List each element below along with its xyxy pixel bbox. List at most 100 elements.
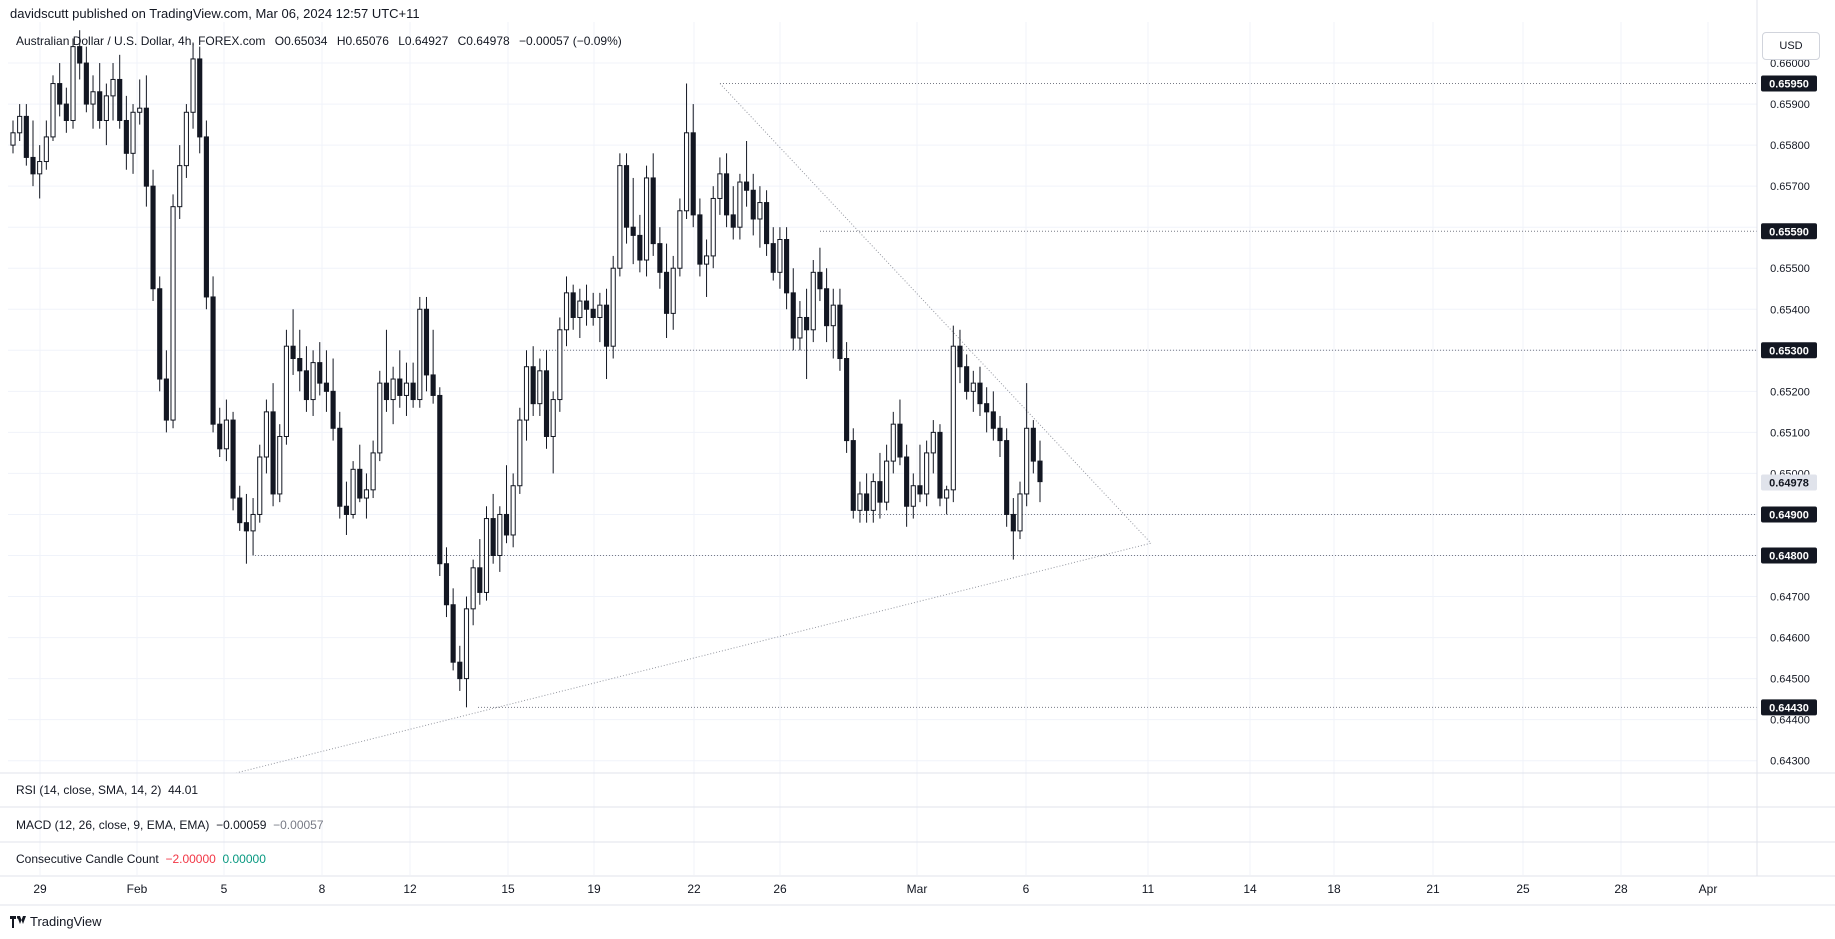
candle — [183, 104, 189, 178]
candle-body — [1010, 513, 1016, 532]
candle — [1004, 428, 1010, 527]
candle — [744, 141, 750, 207]
candle — [537, 358, 543, 416]
candle-body — [370, 452, 376, 491]
price-label-text: 0.64900 — [1769, 509, 1809, 521]
candle-body — [297, 358, 303, 372]
candle-body — [1037, 460, 1043, 483]
candle-body — [257, 456, 263, 515]
price-label-text: 0.65950 — [1769, 79, 1809, 91]
candle — [683, 83, 690, 219]
candle-body — [503, 513, 510, 536]
candle-body — [177, 165, 183, 208]
candle — [350, 461, 356, 519]
candle — [910, 473, 916, 519]
candle-body — [83, 62, 89, 105]
candle-body — [1030, 427, 1036, 462]
candle-body — [263, 411, 269, 458]
candle — [357, 444, 363, 503]
x-tick-label: 21 — [1426, 882, 1440, 896]
candle-body — [670, 267, 676, 314]
candle — [784, 227, 790, 310]
candle — [363, 473, 370, 519]
candle-body — [450, 604, 456, 663]
symbol-legend[interactable]: Australian Dollar / U.S. Dollar, 4h, FOR… — [16, 34, 628, 48]
candle-body — [383, 382, 390, 401]
candle — [637, 214, 643, 273]
candle — [317, 342, 323, 396]
candle-body — [643, 177, 650, 261]
candle-body — [824, 288, 830, 327]
candle-body — [210, 296, 216, 425]
candle — [103, 83, 109, 146]
candle-body — [837, 304, 843, 360]
price-label-text: 0.65300 — [1769, 345, 1809, 357]
candle — [797, 301, 803, 351]
candle — [864, 473, 870, 523]
candle-body — [270, 411, 276, 495]
candle-body — [483, 518, 490, 593]
candle-body — [570, 292, 576, 318]
candle — [870, 473, 876, 523]
candle — [330, 358, 336, 441]
publish-header: davidscutt published on TradingView.com,… — [10, 6, 420, 21]
candle-body — [330, 390, 336, 429]
y-tick-label: 0.64300 — [1770, 756, 1810, 768]
candle — [804, 288, 810, 380]
candle — [123, 95, 129, 170]
candle — [137, 79, 143, 125]
x-tick-label: Apr — [1699, 882, 1718, 896]
candle — [790, 268, 796, 351]
currency-selector[interactable]: USD — [1762, 32, 1820, 60]
candle-body — [10, 132, 16, 146]
candle-body — [737, 181, 743, 228]
candle — [257, 444, 263, 523]
candle-body — [904, 456, 910, 507]
price-label-box — [1761, 223, 1817, 240]
y-tick-label: 0.64400 — [1770, 715, 1810, 727]
candle-body — [957, 345, 963, 368]
macd-value-2: −0.00057 — [273, 818, 324, 832]
candle — [277, 424, 283, 503]
macd-pane-legend[interactable]: MACD (12, 26, close, 9, EMA, EMA) −0.000… — [16, 818, 324, 832]
tradingview-footer[interactable]: TradingView — [10, 914, 102, 929]
ccc-pane-legend[interactable]: Consecutive Candle Count −2.00000 0.0000… — [16, 852, 266, 866]
candle — [97, 63, 103, 129]
candle-body — [57, 83, 63, 105]
candle — [543, 350, 550, 449]
candle-body — [630, 226, 636, 236]
ohlc-close: C0.64978 — [457, 34, 510, 48]
candle-body — [397, 378, 403, 396]
candle — [397, 350, 403, 408]
candle-body — [163, 378, 169, 421]
candle — [550, 391, 556, 474]
candle — [217, 407, 223, 458]
candle — [43, 120, 49, 170]
candle-body — [230, 419, 236, 499]
price-label-box — [1761, 699, 1817, 716]
candle — [377, 370, 383, 462]
candle-body — [423, 308, 430, 376]
ohlc-high: H0.65076 — [336, 34, 389, 48]
candle — [463, 596, 470, 708]
candle-body — [790, 292, 796, 339]
candle — [817, 247, 823, 302]
candle-body — [717, 173, 723, 199]
candle — [297, 329, 303, 392]
candle — [177, 145, 183, 219]
rsi-pane-legend[interactable]: RSI (14, close, SMA, 14, 2) 44.01 — [16, 783, 198, 797]
candle — [210, 276, 216, 433]
candle-body — [237, 497, 243, 524]
candle-body — [703, 255, 710, 265]
candle — [857, 481, 863, 523]
candle-body — [770, 243, 776, 273]
candle-body — [283, 345, 289, 437]
candle-body — [930, 431, 936, 454]
candle — [677, 198, 683, 277]
candle-series[interactable] — [10, 30, 1043, 708]
candle-body — [1004, 440, 1010, 515]
x-tick-label: 14 — [1243, 882, 1257, 896]
candle — [577, 288, 583, 338]
candle — [230, 411, 236, 511]
